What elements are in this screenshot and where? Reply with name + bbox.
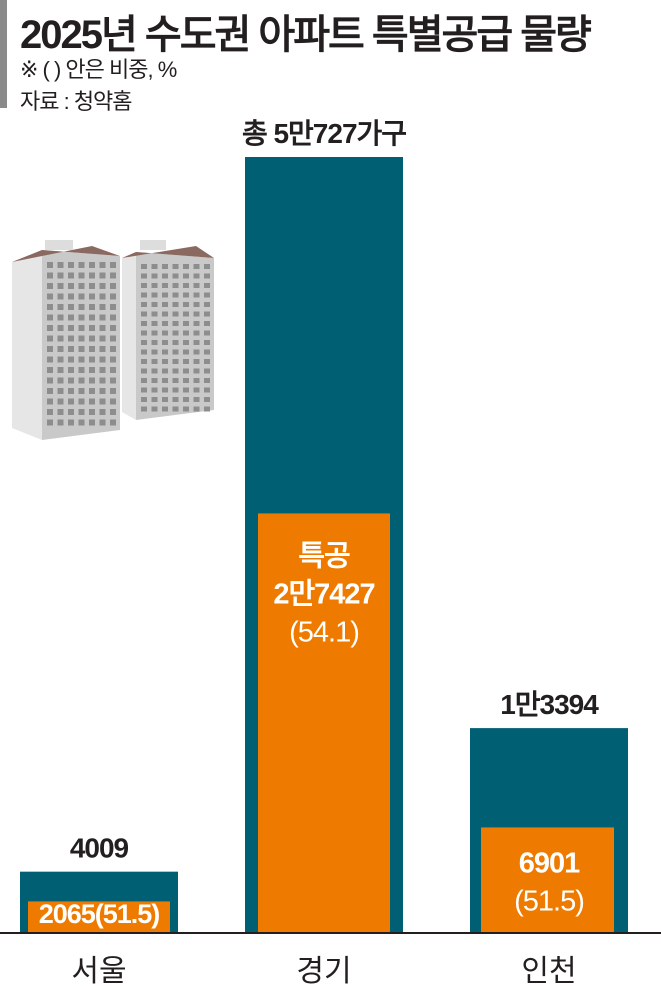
category-label: 인천 xyxy=(521,955,576,986)
special-label: (51.5) xyxy=(514,885,584,917)
bar-special-2 xyxy=(481,827,614,933)
special-label: (54.1) xyxy=(289,616,359,648)
special-label: 2만7427 xyxy=(273,577,374,610)
chart-note: ※ ( ) 안은 비중, % xyxy=(20,57,177,82)
apartment-illustration xyxy=(12,240,214,440)
total-label: 총 5만727가구 xyxy=(242,118,406,149)
special-label: 특공 xyxy=(298,540,350,572)
chart-source: 자료 : 청약홈 xyxy=(20,89,133,114)
category-label: 경기 xyxy=(296,955,351,986)
special-label: 2065(51.5) xyxy=(39,899,160,929)
category-label: 서울 xyxy=(71,955,126,986)
title-accent-bar xyxy=(0,0,7,108)
chart-title: 2025년 수도권 아파트 특별공급 물량 xyxy=(20,13,592,57)
bar-special-1 xyxy=(258,513,390,933)
total-label: 1만3394 xyxy=(500,689,599,720)
bar-special-0 xyxy=(28,901,170,933)
total-label: 4009 xyxy=(70,833,129,864)
special-label: 6901 xyxy=(519,847,580,879)
